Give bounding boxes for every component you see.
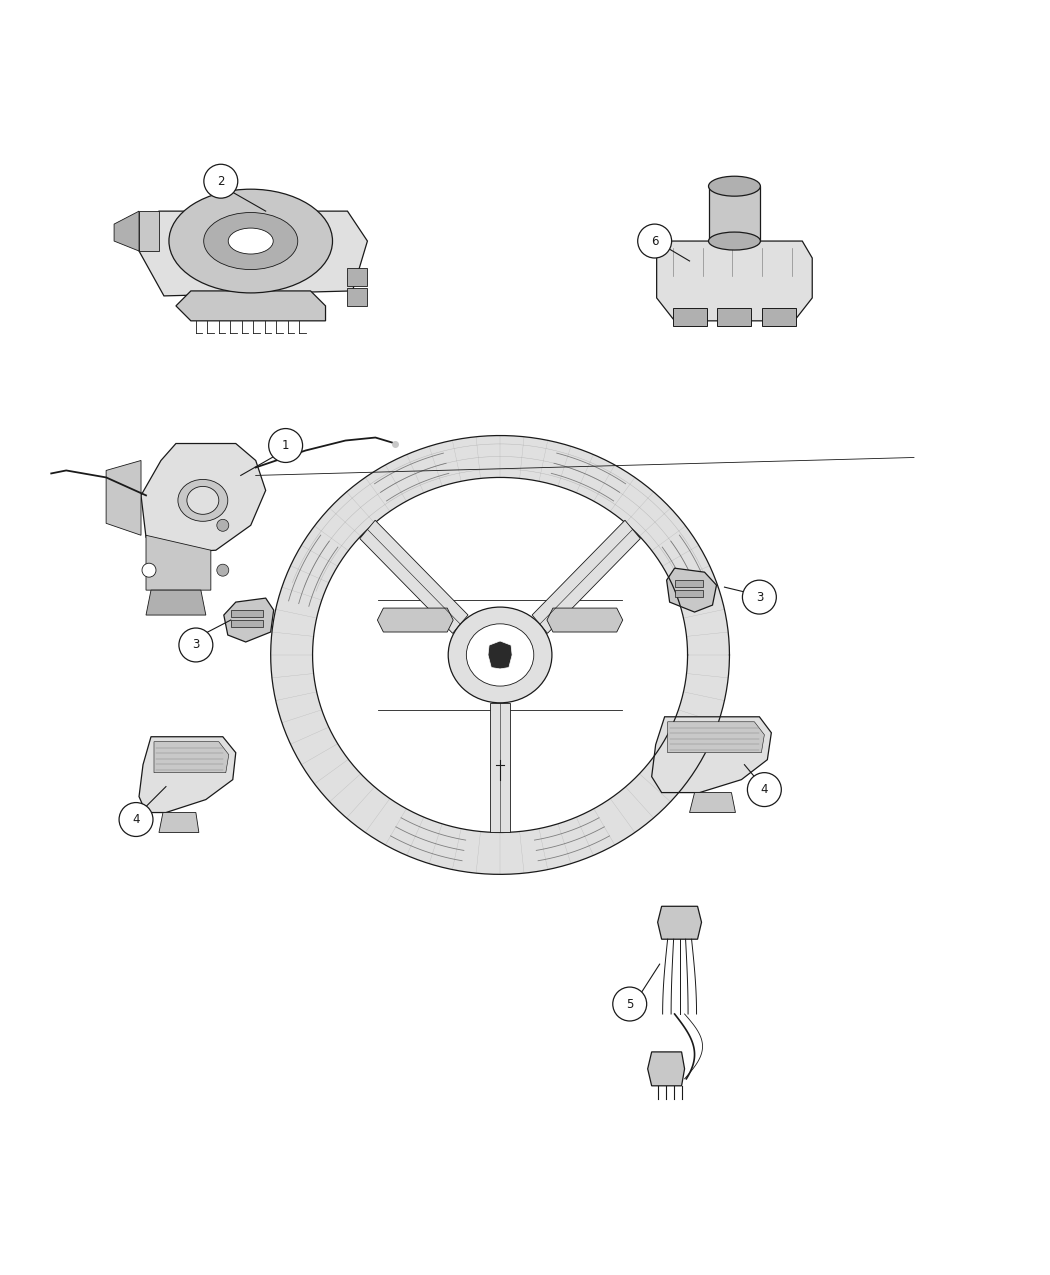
- Ellipse shape: [204, 213, 298, 269]
- Text: 6: 6: [651, 235, 658, 247]
- Polygon shape: [139, 212, 159, 251]
- Polygon shape: [652, 717, 772, 793]
- Ellipse shape: [709, 176, 760, 196]
- Polygon shape: [717, 307, 752, 326]
- Text: 3: 3: [192, 639, 200, 652]
- Polygon shape: [348, 288, 368, 306]
- Ellipse shape: [169, 189, 333, 293]
- Polygon shape: [348, 268, 368, 286]
- Ellipse shape: [709, 232, 760, 250]
- Text: 3: 3: [756, 590, 763, 603]
- Polygon shape: [656, 241, 813, 321]
- Polygon shape: [139, 737, 236, 812]
- Polygon shape: [490, 703, 510, 833]
- Polygon shape: [146, 590, 206, 615]
- Circle shape: [142, 564, 156, 578]
- Polygon shape: [154, 742, 229, 773]
- Polygon shape: [668, 722, 764, 752]
- Ellipse shape: [228, 228, 273, 254]
- Polygon shape: [709, 186, 760, 241]
- Ellipse shape: [177, 479, 228, 521]
- Bar: [674, 580, 702, 586]
- Polygon shape: [657, 907, 701, 940]
- Text: 1: 1: [281, 439, 290, 453]
- Circle shape: [216, 519, 229, 532]
- Polygon shape: [648, 1052, 685, 1086]
- Polygon shape: [690, 793, 735, 812]
- Bar: [231, 609, 262, 617]
- Ellipse shape: [187, 486, 218, 514]
- Polygon shape: [224, 598, 274, 643]
- Circle shape: [613, 987, 647, 1021]
- Polygon shape: [141, 444, 266, 553]
- Circle shape: [178, 629, 213, 662]
- Text: 4: 4: [132, 813, 140, 826]
- Bar: [231, 620, 262, 627]
- Bar: [674, 590, 702, 597]
- Polygon shape: [114, 212, 139, 251]
- Polygon shape: [106, 460, 141, 536]
- Polygon shape: [488, 641, 512, 669]
- Polygon shape: [146, 536, 211, 590]
- Text: 5: 5: [626, 997, 633, 1011]
- Circle shape: [637, 224, 672, 258]
- Circle shape: [748, 773, 781, 807]
- Circle shape: [216, 565, 229, 576]
- Polygon shape: [139, 212, 368, 296]
- Polygon shape: [762, 307, 796, 326]
- Polygon shape: [360, 520, 468, 634]
- Polygon shape: [176, 291, 326, 321]
- Text: 4: 4: [760, 783, 769, 796]
- Ellipse shape: [466, 623, 533, 686]
- Circle shape: [742, 580, 776, 615]
- Polygon shape: [377, 608, 454, 632]
- PathPatch shape: [271, 436, 730, 875]
- Circle shape: [119, 802, 153, 836]
- Polygon shape: [532, 520, 640, 634]
- Ellipse shape: [448, 607, 552, 703]
- Text: 2: 2: [217, 175, 225, 187]
- Polygon shape: [159, 812, 198, 833]
- Polygon shape: [547, 608, 623, 632]
- Circle shape: [269, 428, 302, 463]
- Polygon shape: [673, 307, 707, 326]
- Circle shape: [204, 164, 237, 198]
- Polygon shape: [667, 569, 716, 612]
